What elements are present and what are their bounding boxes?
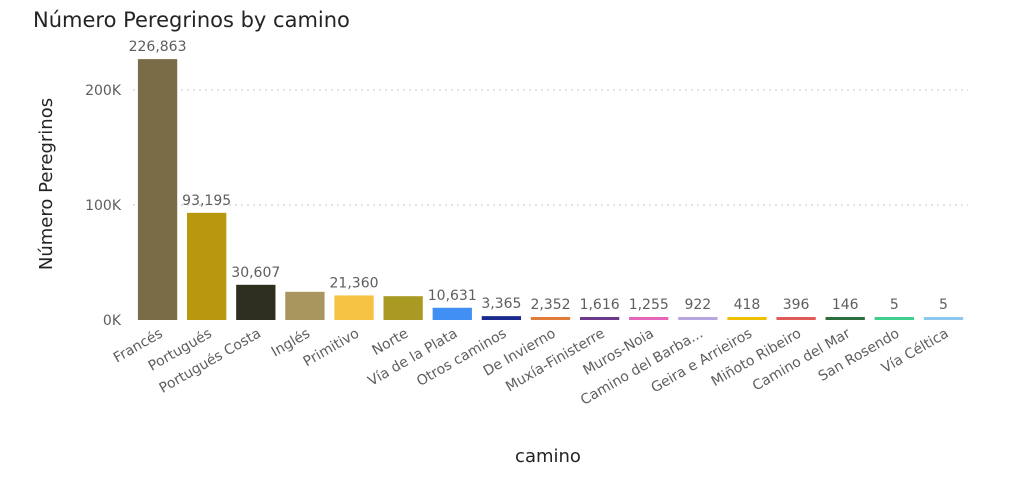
data-label: 10,631 — [428, 288, 477, 304]
bar[interactable] — [727, 317, 767, 320]
data-label: 418 — [734, 297, 761, 313]
data-label: 922 — [684, 297, 711, 313]
data-label: 1,616 — [580, 297, 620, 313]
bar[interactable] — [825, 317, 865, 320]
data-label: 146 — [832, 297, 859, 313]
bars — [137, 59, 964, 321]
data-label: 93,195 — [182, 193, 231, 209]
data-label: 226,863 — [129, 39, 187, 55]
y-tick-label: 100K — [85, 198, 122, 214]
gridlines — [133, 89, 968, 206]
bar[interactable] — [579, 317, 620, 320]
data-label: 2,352 — [530, 297, 570, 313]
bar[interactable] — [678, 317, 718, 320]
bar[interactable] — [629, 317, 669, 320]
y-axis-ticks: 0K 100K 200K — [85, 83, 122, 329]
data-label: 1,255 — [629, 297, 669, 313]
y-tick-label: 200K — [85, 83, 122, 99]
data-label: 396 — [783, 297, 810, 313]
data-label: 21,360 — [330, 275, 379, 291]
bar[interactable] — [923, 317, 964, 320]
y-tick-label: 0K — [103, 313, 122, 329]
data-label: 30,607 — [231, 265, 280, 281]
bar[interactable] — [530, 317, 571, 320]
data-label: 5 — [939, 297, 948, 313]
bar[interactable] — [383, 296, 423, 320]
bar[interactable] — [236, 284, 276, 320]
bar[interactable] — [285, 291, 325, 320]
data-label: 5 — [890, 297, 899, 313]
x-axis-title: camino — [515, 446, 581, 467]
bar[interactable] — [334, 295, 374, 320]
bar[interactable] — [481, 316, 522, 320]
bar[interactable] — [432, 307, 472, 320]
bar[interactable] — [187, 212, 227, 320]
chart-title: Número Peregrinos by camino — [33, 8, 350, 32]
data-label: 3,365 — [481, 296, 521, 312]
x-category-label: Primitivo — [301, 326, 362, 371]
bar[interactable] — [776, 317, 816, 320]
bar[interactable] — [874, 317, 914, 320]
y-axis-title: Número Peregrinos — [36, 98, 57, 270]
bar[interactable] — [137, 59, 178, 321]
